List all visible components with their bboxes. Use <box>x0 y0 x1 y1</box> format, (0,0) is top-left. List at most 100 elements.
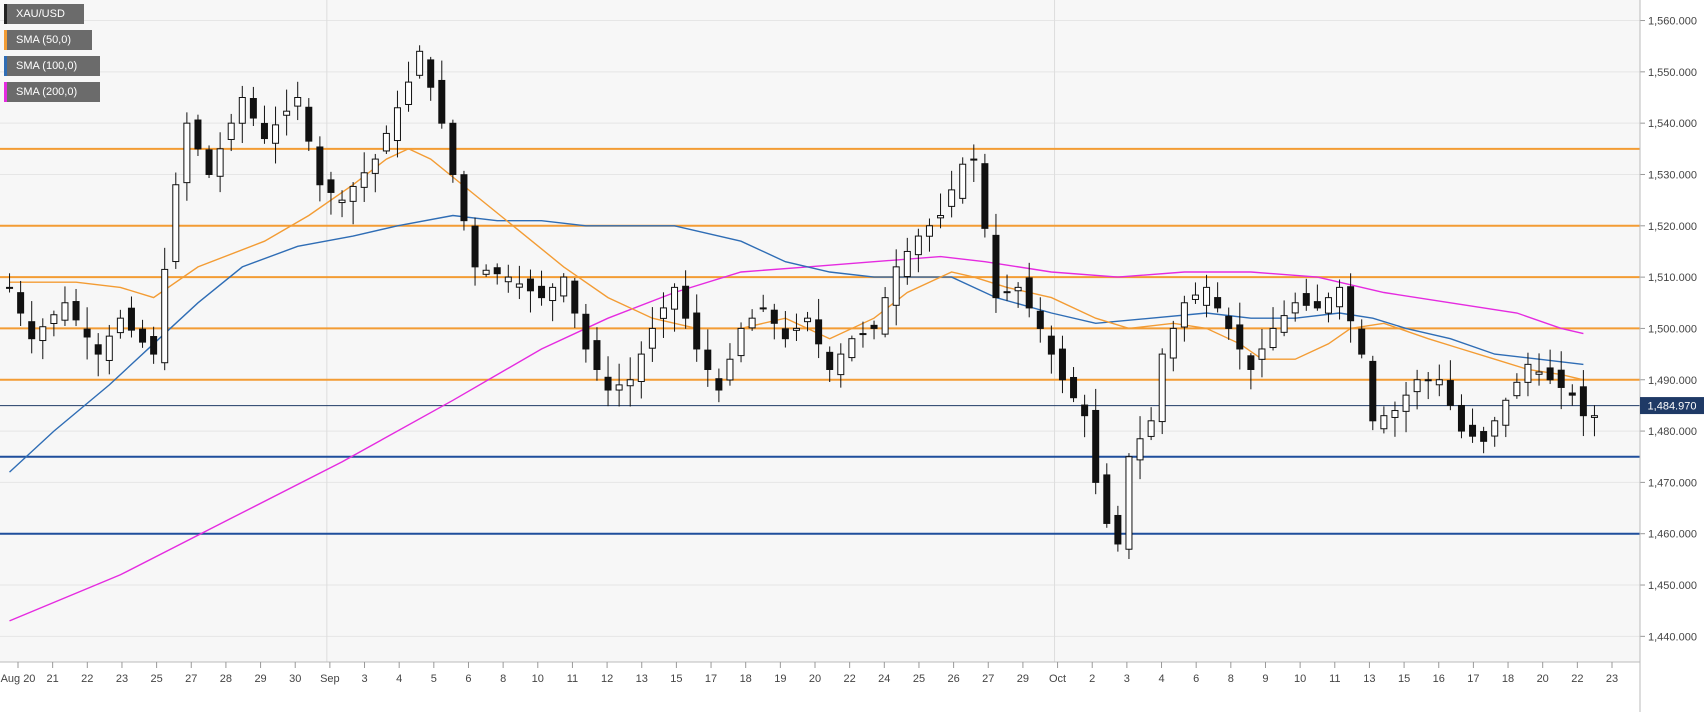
candle-body <box>1025 277 1033 309</box>
candle-body <box>1136 438 1144 461</box>
y-tick-label: 1,460.000 <box>1648 529 1697 541</box>
candle-body <box>28 321 36 340</box>
x-tick-label: 15 <box>1398 673 1410 685</box>
candle-body <box>848 338 856 359</box>
candle-body <box>1324 297 1332 314</box>
x-tick-label: 13 <box>1363 673 1375 685</box>
x-tick-label: 10 <box>532 673 544 685</box>
candle-body <box>1103 474 1111 524</box>
candle-body <box>770 309 778 324</box>
candle-body <box>1036 310 1044 329</box>
candle-body <box>194 119 202 150</box>
candle-body <box>937 215 945 219</box>
candle-body <box>659 307 667 319</box>
x-tick-label: 28 <box>220 673 232 685</box>
candle-body <box>859 333 867 336</box>
month-separators <box>326 0 1056 662</box>
candle-body <box>216 148 224 177</box>
candle-body <box>1070 376 1078 399</box>
candle-body <box>39 326 47 342</box>
candle-body <box>1214 297 1222 309</box>
candle-body <box>305 106 313 142</box>
x-tick-label: 15 <box>670 673 682 685</box>
candle-body <box>6 286 14 289</box>
x-tick-label: 5 <box>431 673 437 685</box>
x-tick-label: 2 <box>1089 673 1095 685</box>
last-price-badge <box>1640 397 1704 415</box>
candle-body <box>1413 379 1421 393</box>
candle-body <box>1502 399 1510 426</box>
candle-body <box>726 358 734 381</box>
candle-body <box>283 110 291 116</box>
x-tick-label: 30 <box>289 673 301 685</box>
candle-body <box>637 353 645 382</box>
sma-100-line <box>9 214 1584 473</box>
candle-body <box>405 81 413 105</box>
candle-body <box>393 107 401 142</box>
candle-body <box>1402 394 1410 412</box>
legend-item-xauusd[interactable]: XAU/USD <box>4 4 84 24</box>
candle-body <box>992 234 1000 299</box>
candle-body <box>427 59 435 88</box>
moving-averages <box>9 148 1584 622</box>
candle-body <box>1546 367 1554 381</box>
candle-body <box>1557 369 1565 388</box>
candle-body <box>1014 286 1022 292</box>
candle-body <box>804 317 812 323</box>
x-tick-label: 6 <box>465 673 471 685</box>
x-tick-label: 10 <box>1294 673 1306 685</box>
legend-swatch <box>4 56 7 76</box>
candle-body <box>903 250 911 278</box>
legend-item-sma-50[interactable]: SMA (50,0) <box>4 30 92 50</box>
legend-item-sma-200[interactable]: SMA (200,0) <box>4 82 100 102</box>
x-tick-label: 6 <box>1193 673 1199 685</box>
candle-body <box>183 122 191 184</box>
x-tick-label: 12 <box>601 673 613 685</box>
x-tick-label: 17 <box>705 673 717 685</box>
candle-body <box>1491 420 1499 437</box>
candle-body <box>1047 335 1055 355</box>
x-tick-label: 4 <box>1158 673 1164 685</box>
candle-body <box>105 335 113 361</box>
x-tick-label: 26 <box>947 673 959 685</box>
candle-body <box>1435 379 1443 386</box>
candle-body <box>227 122 235 140</box>
candle-body <box>970 158 978 161</box>
candle-body <box>316 146 324 186</box>
legend-swatch <box>4 30 7 50</box>
candle-body <box>549 286 557 302</box>
candle-body <box>981 163 989 229</box>
candle-body <box>1480 431 1488 442</box>
y-tick-label: 1,530.000 <box>1648 169 1697 181</box>
candle-body <box>1258 348 1266 360</box>
candle-body <box>704 349 712 370</box>
candle-body <box>526 278 534 292</box>
candle-body <box>759 307 767 310</box>
candle-body <box>693 312 701 350</box>
candle-body <box>1513 381 1521 397</box>
candle-body <box>1269 327 1277 349</box>
candle-body <box>1169 327 1177 359</box>
legend-item-sma-100[interactable]: SMA (100,0) <box>4 56 100 76</box>
candle-body <box>1125 456 1133 550</box>
x-tick-label: 3 <box>361 673 367 685</box>
x-tick-label: 23 <box>116 673 128 685</box>
candlestick-series <box>6 45 1598 560</box>
candle-body <box>161 268 169 364</box>
candle-body <box>249 98 257 119</box>
candle-body <box>1003 291 1011 294</box>
candle-body <box>748 317 756 329</box>
candle-body <box>205 149 213 175</box>
candle-body <box>260 122 268 140</box>
candle-body <box>1236 324 1244 350</box>
candle-body <box>482 269 490 275</box>
candle-body <box>127 307 135 331</box>
price-axis-area <box>1640 0 1707 712</box>
x-tick-label: 27 <box>982 673 994 685</box>
candle-body <box>471 225 479 268</box>
x-tick-label: Aug 20 <box>1 673 36 685</box>
candle-body <box>1391 410 1399 418</box>
candle-body <box>515 283 523 288</box>
